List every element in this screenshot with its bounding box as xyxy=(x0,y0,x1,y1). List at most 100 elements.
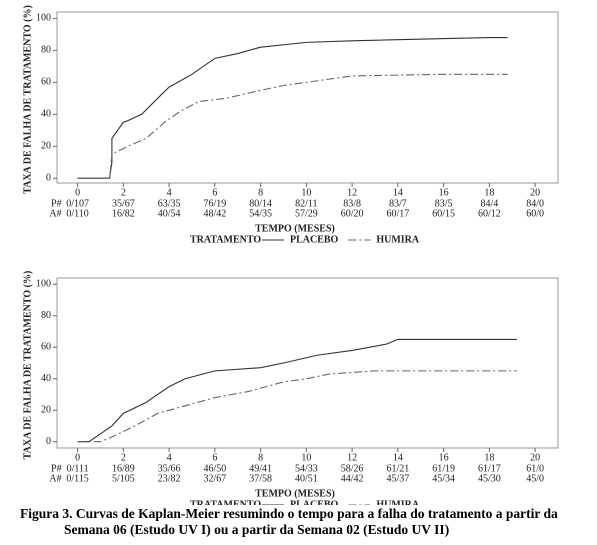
risk-value: 54/35 xyxy=(249,208,272,219)
y-tick-label: 100 xyxy=(36,13,51,24)
risk-value: 40/54 xyxy=(158,208,181,219)
x-tick-label: 2 xyxy=(121,452,126,463)
y-tick-label: 40 xyxy=(41,373,51,384)
x-tick-label: 18 xyxy=(484,452,494,463)
risk-value: 23/82 xyxy=(158,473,181,484)
x-tick-label: 14 xyxy=(393,452,403,463)
caption: Figura 3. Curvas de Kaplan-Meier resumin… xyxy=(20,506,558,537)
risk-value: 16/82 xyxy=(112,208,135,219)
risk-row-label: P# xyxy=(51,463,62,474)
x-tick-label: 16 xyxy=(439,452,449,463)
x-tick-label: 0 xyxy=(75,187,80,198)
risk-value: 84/4 xyxy=(480,198,498,209)
km-curve xyxy=(77,73,508,179)
y-tick-label: 40 xyxy=(41,109,51,120)
risk-value: 61/17 xyxy=(478,463,501,474)
risk-value: 61/0 xyxy=(526,463,544,474)
risk-value: 60/0 xyxy=(526,208,544,219)
y-tick-label: 0 xyxy=(46,436,51,447)
risk-value: 45/0 xyxy=(526,473,544,484)
x-tick-label: 10 xyxy=(301,187,311,198)
risk-value: 46/50 xyxy=(203,463,226,474)
risk-value: 5/105 xyxy=(112,473,135,484)
x-tick-label: 20 xyxy=(530,452,540,463)
x-tick-label: 4 xyxy=(167,187,172,198)
x-tick-label: 14 xyxy=(393,187,403,198)
y-tick-label: 0 xyxy=(46,173,51,184)
risk-value: 84/0 xyxy=(526,198,544,209)
risk-value: 44/42 xyxy=(341,473,364,484)
risk-value: 32/67 xyxy=(203,473,226,484)
y-tick-label: 80 xyxy=(41,45,51,56)
y-tick-label: 80 xyxy=(41,310,51,321)
risk-row-label: P# xyxy=(51,198,62,209)
legend-label: HUMIRA xyxy=(376,234,420,245)
risk-value: 61/21 xyxy=(386,463,409,474)
risk-value: 76/19 xyxy=(203,198,226,209)
risk-value: 35/67 xyxy=(112,198,135,209)
risk-value: 60/15 xyxy=(432,208,455,219)
legend-title: TRATAMENTO xyxy=(190,499,261,505)
y-axis-label: TAXA DE FALHA DE TRATAMENTO (%) xyxy=(22,5,33,194)
risk-value: 45/34 xyxy=(432,473,455,484)
x-tick-label: 12 xyxy=(347,187,357,198)
x-tick-label: 6 xyxy=(212,452,217,463)
risk-value: 80/14 xyxy=(249,198,272,209)
km-curve xyxy=(77,37,508,179)
risk-value: 83/7 xyxy=(389,198,407,209)
x-tick-label: 8 xyxy=(258,187,263,198)
y-tick-label: 60 xyxy=(41,77,51,88)
x-tick-label: 2 xyxy=(121,187,126,198)
risk-value: 83/5 xyxy=(435,198,453,209)
risk-value: 54/33 xyxy=(295,463,318,474)
risk-value: 0/111 xyxy=(67,463,89,474)
risk-value: 45/37 xyxy=(386,473,409,484)
plot-frame xyxy=(56,11,559,184)
y-tick-label: 20 xyxy=(41,405,51,416)
risk-value: 61/19 xyxy=(432,463,455,474)
x-tick-label: 16 xyxy=(439,187,449,198)
risk-value: 83/8 xyxy=(343,198,361,209)
risk-value: 82/11 xyxy=(295,198,317,209)
risk-value: 16/89 xyxy=(112,463,135,474)
legend-label: PLACEBO xyxy=(290,499,339,505)
x-tick-label: 4 xyxy=(167,452,172,463)
risk-value: 60/12 xyxy=(478,208,501,219)
risk-value: 37/58 xyxy=(249,473,272,484)
risk-value: 48/42 xyxy=(203,208,226,219)
risk-value: 60/20 xyxy=(341,208,364,219)
y-axis-label: TAXA DE FALHA DE TRATAMENTO (%) xyxy=(22,271,33,460)
x-tick-label: 18 xyxy=(484,187,494,198)
risk-value: 45/30 xyxy=(478,473,501,484)
plot-frame xyxy=(56,277,559,449)
risk-value: 57/29 xyxy=(295,208,318,219)
risk-value: 58/26 xyxy=(341,463,364,474)
x-axis-label: TEMPO (MESES) xyxy=(255,223,335,234)
x-axis-label: TEMPO (MESES) xyxy=(255,488,335,499)
legend-label: PLACEBO xyxy=(290,234,339,245)
x-tick-label: 0 xyxy=(75,452,80,463)
risk-value: 60/17 xyxy=(386,208,409,219)
x-tick-label: 20 xyxy=(530,187,540,198)
x-tick-label: 10 xyxy=(301,452,311,463)
risk-value: 0/107 xyxy=(66,198,89,209)
x-tick-label: 6 xyxy=(212,187,217,198)
x-tick-label: 12 xyxy=(347,452,357,463)
legend-label: HUMIRA xyxy=(376,499,420,505)
km-curve xyxy=(77,338,517,443)
risk-value: 0/110 xyxy=(66,208,88,219)
y-tick-label: 20 xyxy=(41,141,51,152)
risk-value: 49/41 xyxy=(249,463,272,474)
risk-value: 40/51 xyxy=(295,473,318,484)
y-tick-label: 60 xyxy=(41,342,51,353)
risk-value: 35/66 xyxy=(158,463,181,474)
km-curve xyxy=(77,370,517,443)
risk-row-label: A# xyxy=(49,473,61,484)
x-tick-label: 8 xyxy=(258,452,263,463)
risk-row-label: A# xyxy=(49,208,61,219)
risk-value: 63/35 xyxy=(158,198,181,209)
risk-value: 0/115 xyxy=(66,473,88,484)
legend-title: TRATAMENTO xyxy=(190,234,261,245)
